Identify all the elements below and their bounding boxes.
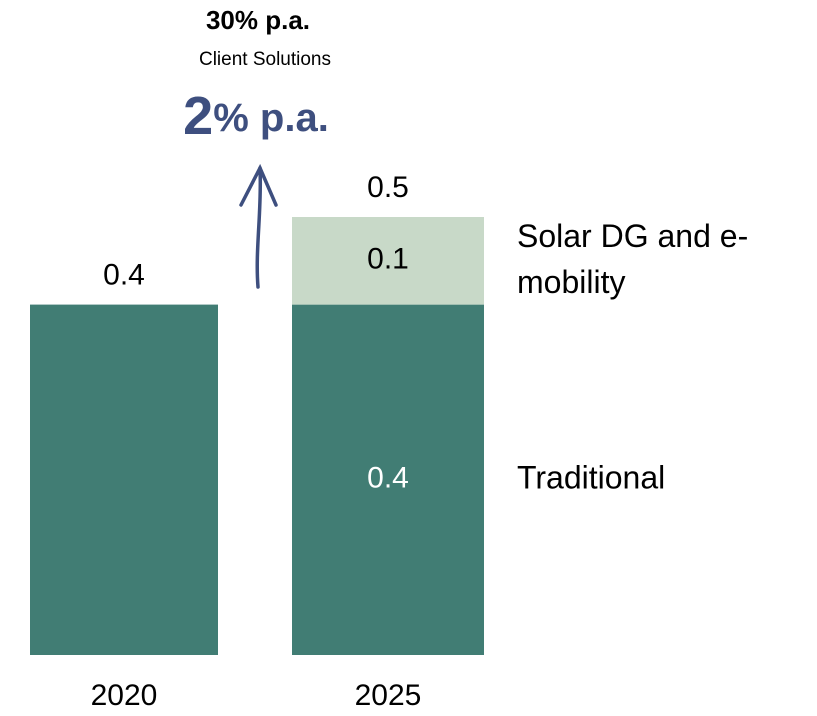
bar-segment [292,217,484,305]
data-label: 0.1 [367,243,409,276]
bar-segment [292,304,484,655]
annotation: 2% p.a. [183,86,329,146]
total-label: 0.5 [367,171,409,204]
annotation: Client Solutions [199,49,331,70]
data-label: 0.4 [367,462,409,495]
legend-label: Traditional [517,459,665,495]
growth-arrow [239,163,278,289]
x-tick-label: 2020 [91,679,158,712]
x-tick-label: 2025 [355,679,422,712]
annotation: 30% p.a. [206,5,310,35]
total-label: 0.4 [103,259,145,292]
bar-segment [30,304,218,655]
legend-label: Solar DG and e-mobility [517,218,748,300]
